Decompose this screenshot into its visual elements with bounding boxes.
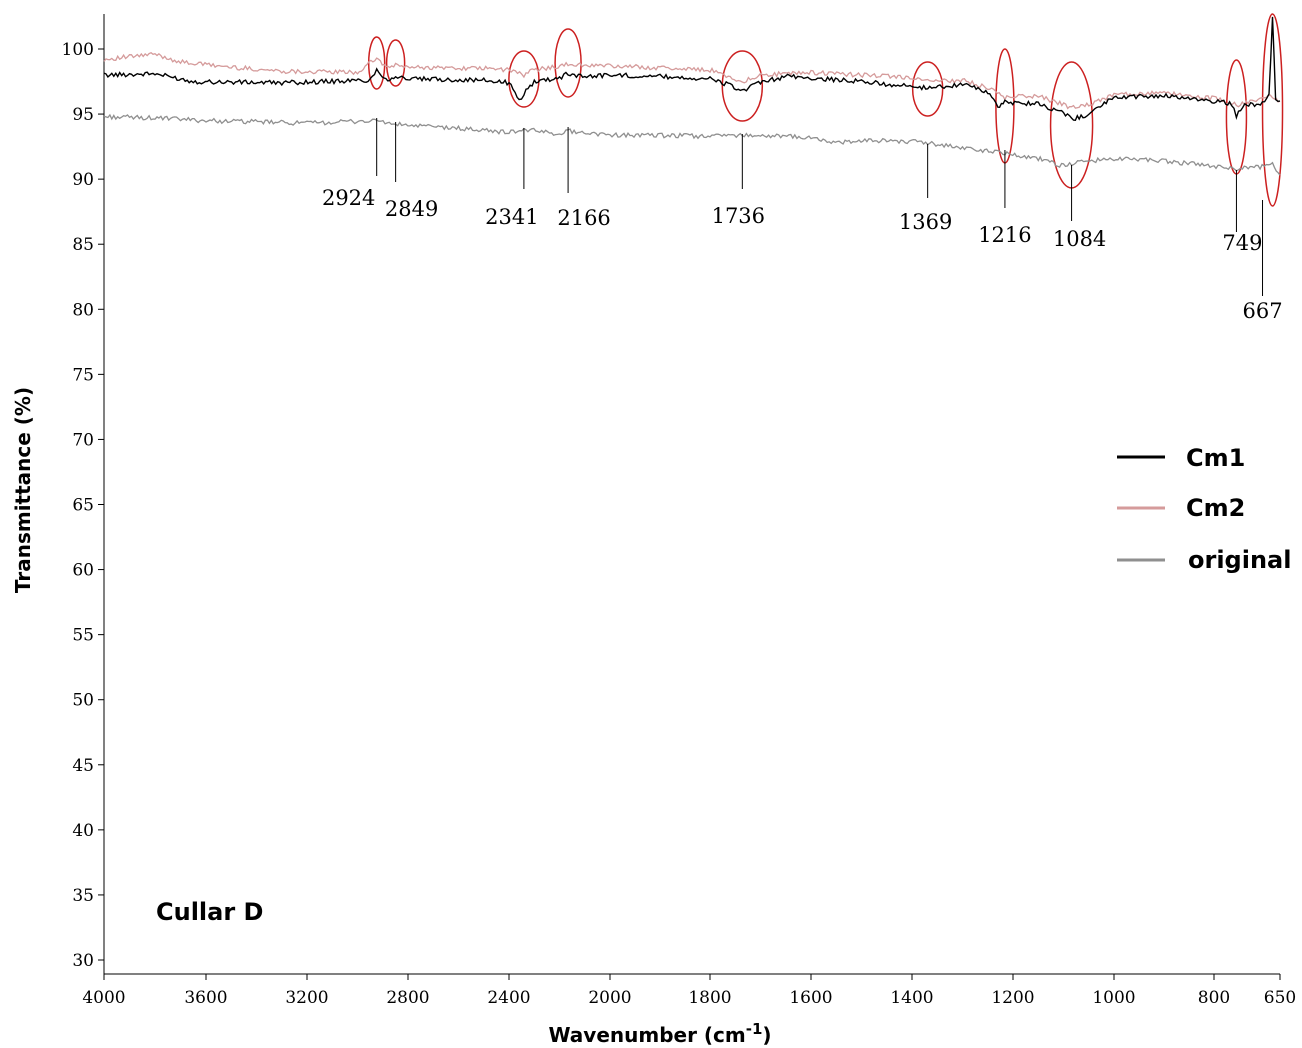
- y-tick-label: 40: [72, 821, 94, 841]
- peak-label: 749: [1222, 231, 1262, 255]
- x-tick-label: 1400: [890, 988, 933, 1008]
- x-tick-label: 2000: [588, 988, 631, 1008]
- peak-label: 2849: [385, 197, 438, 221]
- y-tick-label: 70: [72, 430, 94, 450]
- legend-label-original: original: [1188, 546, 1291, 574]
- peak-label: 2341: [485, 205, 538, 229]
- legend-label-cm1: Cm1: [1186, 444, 1245, 472]
- x-axis-title-main: Wavenumber (cm: [548, 1023, 745, 1047]
- peak-label: 1736: [712, 204, 765, 228]
- peak-label: 1084: [1053, 227, 1106, 251]
- peak-highlight-ellipse: [508, 50, 540, 108]
- y-tick-label: 60: [72, 561, 94, 581]
- y-tick-label: 100: [62, 40, 94, 60]
- y-tick-label: 35: [72, 886, 94, 906]
- series-line-cm1: [103, 16, 1281, 122]
- x-tick-label: 800: [1198, 988, 1230, 1008]
- series-line-original: [103, 113, 1281, 176]
- x-axis-title-suffix: ): [762, 1023, 771, 1047]
- peak-label: 667: [1242, 299, 1282, 323]
- y-tick-label: 85: [72, 235, 94, 255]
- peak-highlight-ellipse: [367, 36, 386, 90]
- x-tick-label: 1000: [1092, 988, 1135, 1008]
- series-line-cm2: [103, 51, 1281, 110]
- axes-layer: 30 35 40 45 50 55 60 65 70 75 80 85 90 95 100 4000 3600 3…: [62, 14, 1296, 1008]
- x-tick-label: 1600: [789, 988, 832, 1008]
- y-tick-label: 50: [72, 691, 94, 711]
- x-tick-label: 3200: [285, 988, 328, 1008]
- legend-label-cm2: Cm2: [1186, 494, 1245, 522]
- peak-label: 1369: [899, 210, 952, 234]
- y-tick-label: 65: [72, 496, 94, 516]
- peak-label-layer: 2924 2849 2341 2166 1736 1369 1216 1084 749 667: [322, 118, 1283, 323]
- peak-highlight-layer: [367, 13, 1284, 207]
- peak-highlight-ellipse: [554, 28, 582, 98]
- peak-highlight-ellipse: [721, 50, 764, 122]
- peak-highlight-ellipse: [385, 39, 406, 87]
- series-layer: [103, 16, 1281, 176]
- x-tick-label: 650: [1264, 988, 1296, 1008]
- peak-highlight-ellipse: [911, 61, 944, 117]
- peak-label: 2924: [322, 186, 375, 210]
- peak-label: 1216: [978, 223, 1031, 247]
- peak-highlight-ellipse: [1261, 13, 1284, 207]
- y-axis-title: Transmittance (%): [11, 387, 35, 593]
- x-axis-title: Wavenumber (cm-1): [548, 1020, 771, 1047]
- y-tick-label: 95: [72, 105, 94, 125]
- peak-highlight-ellipse: [995, 48, 1015, 164]
- y-tick-label: 80: [72, 300, 94, 320]
- sample-annotation: Cullar D: [156, 898, 263, 926]
- y-tick-label: 45: [72, 756, 94, 776]
- x-tick-label: 4000: [82, 988, 125, 1008]
- x-tick-label: 3600: [184, 988, 227, 1008]
- legend: Cm1 Cm2 original: [1117, 444, 1291, 574]
- y-tick-label: 55: [72, 626, 94, 646]
- x-tick-label: 1200: [991, 988, 1034, 1008]
- x-tick-label: 2400: [487, 988, 530, 1008]
- x-tick-label: 1800: [688, 988, 731, 1008]
- x-tick-label: 2800: [386, 988, 429, 1008]
- y-tick-label: 90: [72, 170, 94, 190]
- y-tick-label: 30: [72, 951, 94, 971]
- x-axis-title-superscript: -1: [746, 1020, 763, 1038]
- y-tick-label: 75: [72, 365, 94, 385]
- peak-label: 2166: [557, 206, 610, 230]
